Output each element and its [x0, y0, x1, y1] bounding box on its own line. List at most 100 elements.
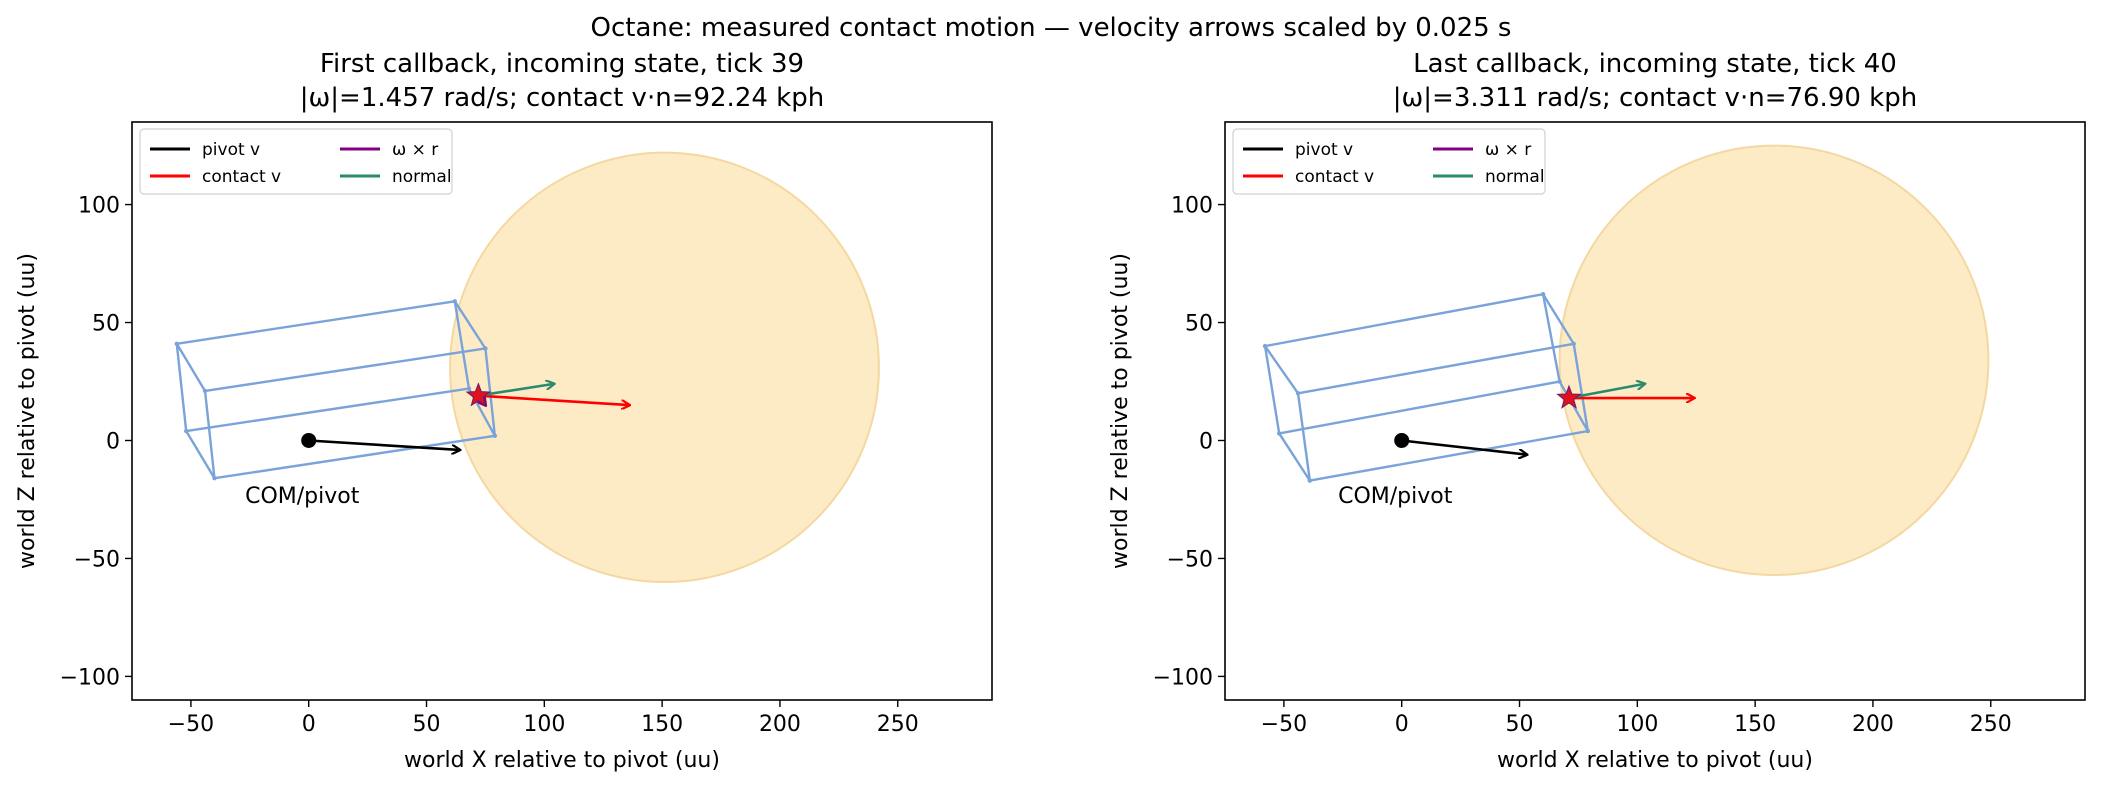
y-tick-label: 0 — [1199, 429, 1213, 454]
legend: pivot v contact v ω × r normal — [1232, 128, 1546, 195]
hitbox-edge — [1278, 380, 1560, 435]
hitbox-vertex — [1540, 292, 1546, 297]
legend-label: contact v — [202, 167, 281, 187]
contact-velocity-arrow — [478, 394, 629, 405]
x-tick-label: 100 — [1616, 712, 1658, 737]
hitbox-vertex — [202, 388, 208, 394]
ball-circle — [449, 151, 880, 584]
x-tick-label: 0 — [302, 712, 316, 737]
y-axis-label: world Z relative to pivot (uu) — [15, 253, 40, 569]
hitbox-edge — [214, 434, 496, 480]
hitbox-edge — [1572, 343, 1590, 432]
hitbox-edge — [1278, 432, 1311, 482]
legend-label: contact v — [1295, 167, 1374, 187]
pivot-marker — [1394, 432, 1410, 448]
x-tick-label: −50 — [1261, 712, 1307, 737]
axes-frame — [1224, 121, 2086, 701]
x-tick-label: 200 — [1852, 712, 1894, 737]
hitbox-edge — [204, 347, 486, 393]
hitbox-vertex — [1307, 478, 1313, 483]
hitbox-edge — [1264, 345, 1300, 394]
ball-circle — [1558, 144, 1990, 576]
hitbox-edge — [175, 343, 207, 392]
y-tick-label: −100 — [60, 665, 120, 690]
hitbox-edge — [1296, 393, 1312, 481]
hitbox-vertex — [483, 346, 488, 351]
hitbox-vertex — [1571, 341, 1576, 346]
hitbox-vertex — [1585, 428, 1591, 434]
hitbox-vertex — [452, 299, 457, 304]
y-axis-label: world Z relative to pivot (uu) — [1108, 253, 1133, 569]
pivot-velocity-arrow — [1401, 439, 1527, 454]
y-tick-label: −50 — [1167, 547, 1213, 572]
normal-arrow — [478, 384, 553, 397]
hitbox-edge — [1541, 293, 1561, 382]
hitbox-vertex — [1557, 379, 1562, 384]
x-tick-label: 50 — [413, 712, 441, 737]
y-tick-label: 50 — [1185, 312, 1213, 337]
y-tick-label: −100 — [1153, 665, 1213, 690]
plot-area: COM/pivot — [1262, 144, 1990, 576]
subplot-subtitle: |ω|=3.311 rad/s; contact v·n=76.90 kph — [1393, 83, 1917, 113]
x-tick-label: 100 — [523, 712, 565, 737]
axes-frame — [131, 121, 993, 701]
pivot-marker — [301, 432, 317, 448]
legend-box — [1232, 128, 1546, 195]
figure-title: Octane: measured contact motion — veloci… — [591, 13, 1512, 43]
x-tick-label: −50 — [168, 712, 214, 737]
hitbox-edge — [186, 387, 470, 433]
hitbox-edge — [453, 300, 487, 350]
hitbox-edge — [1263, 345, 1281, 434]
y-tick-label: 100 — [78, 194, 120, 219]
legend-label: normal — [392, 167, 452, 187]
hitbox-vertex — [174, 341, 179, 346]
hitbox-vertex — [183, 428, 189, 434]
legend-label: normal — [1485, 167, 1545, 187]
x-tick-label: 50 — [1506, 712, 1534, 737]
y-tick-label: 100 — [1171, 194, 1213, 219]
x-tick-label: 150 — [641, 712, 683, 737]
hitbox-edge — [175, 343, 188, 432]
hitbox-vertex — [212, 476, 217, 481]
x-tick-label: 200 — [759, 712, 801, 737]
x-axis-label: world X relative to pivot (uu) — [404, 748, 720, 773]
x-tick-label: 250 — [877, 712, 919, 737]
subplot-first-callback: First callback, incoming state, tick 39 |… — [15, 49, 993, 773]
hitbox-vertex — [1295, 391, 1301, 396]
legend-label: pivot v — [202, 140, 260, 160]
com-pivot-label: COM/pivot — [245, 484, 360, 509]
x-tick-label: 150 — [1734, 712, 1776, 737]
hitbox-edge — [1264, 293, 1544, 348]
pivot-velocity-arrow — [308, 439, 460, 449]
subplot-last-callback: Last callback, incoming state, tick 40 |ω… — [1108, 49, 2086, 773]
x-tick-label: 250 — [1970, 712, 2012, 737]
hitbox-vertex — [1262, 343, 1268, 349]
normal-arrow — [1568, 384, 1644, 400]
contact-point-star — [465, 382, 492, 407]
hitbox-edge — [1309, 429, 1589, 482]
subplot-subtitle: |ω|=1.457 rad/s; contact v·n=92.24 kph — [300, 83, 824, 113]
hitbox-vertex — [1276, 431, 1282, 436]
hitbox-edge — [185, 430, 216, 479]
x-tick-label: 0 — [1395, 712, 1409, 737]
y-tick-label: 50 — [92, 312, 120, 337]
x-axis-label: world X relative to pivot (uu) — [1497, 748, 1813, 773]
plot-area: COM/pivot — [174, 151, 880, 584]
hitbox-edge — [176, 300, 455, 345]
subplot-title: Last callback, incoming state, tick 40 — [1413, 49, 1897, 79]
hitbox-edge — [453, 301, 471, 389]
contact-point-star — [1556, 384, 1582, 409]
legend-label: pivot v — [1295, 140, 1353, 160]
hitbox-edge — [203, 390, 216, 479]
y-tick-label: −50 — [74, 547, 120, 572]
hitbox-edge — [1542, 293, 1575, 345]
com-pivot-label: COM/pivot — [1338, 484, 1453, 509]
legend: pivot v contact v ω × r normal — [139, 128, 453, 195]
legend-label: ω × r — [1485, 140, 1531, 160]
y-tick-label: 0 — [106, 429, 120, 454]
legend-label: ω × r — [392, 140, 438, 160]
subplot-title: First callback, incoming state, tick 39 — [320, 49, 804, 79]
legend-box — [139, 128, 453, 195]
hitbox-vertex — [466, 386, 472, 391]
